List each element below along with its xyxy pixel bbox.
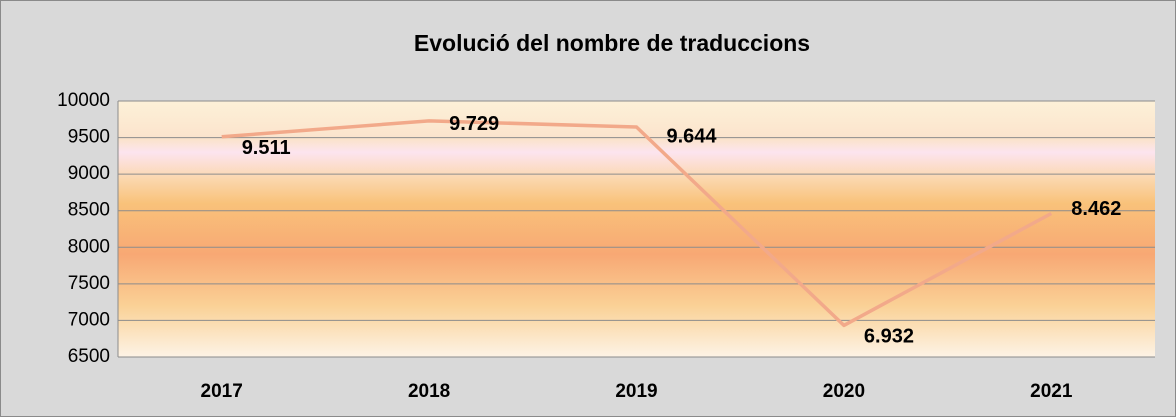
plot-area — [118, 101, 1155, 357]
x-tick-label: 2019 — [615, 381, 657, 402]
y-tick-label: 10000 — [57, 90, 110, 111]
data-label: 9.644 — [667, 125, 718, 147]
x-tick-label: 2018 — [408, 381, 450, 402]
y-tick-label: 9500 — [68, 127, 110, 148]
data-label: 8.462 — [1071, 198, 1121, 220]
y-tick-label: 7500 — [68, 273, 110, 294]
x-tick-label: 2021 — [1030, 381, 1073, 402]
data-label: 6.932 — [864, 326, 914, 348]
y-tick-label: 8000 — [68, 236, 110, 257]
data-label: 9.729 — [449, 113, 499, 135]
y-tick-label: 9000 — [68, 163, 110, 184]
y-tick-label: 7000 — [68, 309, 110, 330]
data-label: 9.511 — [242, 137, 291, 159]
x-tick-label: 2017 — [201, 381, 243, 402]
x-tick-label: 2020 — [823, 381, 865, 402]
y-tick-label: 6500 — [68, 346, 110, 367]
chart-title: Evolució del nombre de traduccions — [414, 30, 810, 56]
data-line — [221, 119, 1053, 328]
y-tick-label: 8500 — [68, 200, 110, 221]
